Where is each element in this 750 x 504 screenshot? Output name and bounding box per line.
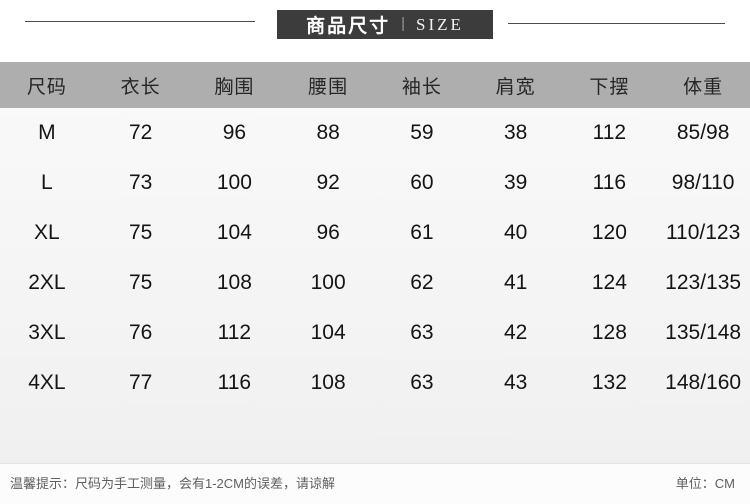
table-row: L 73 100 92 60 39 116 98/110 (0, 158, 750, 208)
table-cell: 41 (503, 271, 528, 294)
table-row: 2XL 75 108 100 62 41 124 123/135 (0, 258, 750, 308)
table-cell: 88 (316, 121, 340, 144)
measurement-disclaimer: 温馨提示：尺码为手工测量，会有1-2CM的误差，请谅解 (10, 475, 336, 491)
decorative-rule-left (25, 21, 255, 22)
table-cell: 96 (222, 121, 247, 144)
table-cell: 39 (503, 171, 528, 194)
table-row: 4XL 77 116 108 63 43 132 148/160 (0, 358, 750, 408)
table-cell: 75 (128, 221, 153, 244)
table-cell: 76 (128, 321, 153, 344)
col-header-shoulder: 肩宽 (495, 76, 536, 98)
table-cell: 120 (591, 221, 627, 244)
table-cell: 62 (410, 271, 434, 294)
decorative-rule-right (508, 23, 725, 24)
size-table: 尺码 衣长 胸围 腰围 袖长 肩宽 下摆 体重 M 72 96 88 59 38… (0, 62, 750, 463)
title-divider: | (401, 15, 406, 32)
table-row: M 72 96 88 59 38 112 85/98 (0, 108, 750, 158)
table-cell: 123/135 (665, 271, 742, 294)
table-cell: 3XL (28, 321, 66, 344)
col-header-hem: 下摆 (589, 76, 630, 98)
table-cell: 98/110 (671, 171, 735, 194)
table-cell: 128 (591, 321, 627, 344)
table-cell: 61 (410, 221, 434, 244)
table-cell: 75 (128, 271, 153, 294)
table-cell: 100 (216, 171, 252, 194)
section-title-box: 商品尺寸 | SIZE (277, 10, 493, 39)
unit-label: 单位：CM (675, 475, 735, 491)
table-cell: 43 (503, 371, 528, 394)
table-cell: 100 (310, 271, 346, 294)
table-cell: 112 (217, 321, 252, 344)
col-header-weight: 体重 (683, 76, 724, 98)
table-cell: 40 (503, 221, 528, 244)
table-cell: 132 (591, 371, 627, 394)
table-cell: 2XL (28, 271, 66, 294)
footer-note-bar: 温馨提示：尺码为手工测量，会有1-2CM的误差，请谅解 单位：CM (0, 463, 750, 504)
table-cell: L (41, 171, 53, 194)
col-header-bust: 胸围 (214, 76, 255, 98)
table-cell: 108 (216, 271, 252, 294)
table-cell: 148/160 (665, 371, 742, 394)
table-header-row: 尺码 衣长 胸围 腰围 袖长 肩宽 下摆 体重 (0, 62, 750, 108)
table-cell: 96 (316, 221, 340, 244)
table-cell: 63 (410, 321, 434, 344)
table-cell: 92 (316, 171, 340, 194)
table-cell: 42 (503, 321, 528, 344)
table-cell: 60 (410, 171, 434, 194)
table-cell: 110/123 (665, 221, 741, 244)
table-cell: 4XL (28, 371, 66, 394)
table-cell: 104 (310, 321, 346, 344)
table-cell: M (38, 121, 56, 144)
table-cell: 38 (503, 121, 528, 144)
table-cell: 135/148 (665, 321, 742, 344)
table-cell: 77 (128, 371, 153, 394)
col-header-size: 尺码 (26, 76, 67, 98)
table-row: 3XL 76 112 104 63 42 128 135/148 (0, 308, 750, 358)
size-chart-header: 商品尺寸 | SIZE (0, 0, 750, 62)
col-header-sleeve: 袖长 (401, 76, 442, 98)
table-cell: 63 (410, 371, 434, 394)
col-header-length: 衣长 (120, 76, 161, 98)
table-row: XL 75 104 96 61 40 120 110/123 (0, 208, 750, 258)
section-title-cn: 商品尺寸 (306, 16, 391, 37)
table-cell: 104 (216, 221, 252, 244)
table-cell: 72 (128, 121, 153, 144)
table-cell: 116 (217, 371, 252, 394)
table-cell: 112 (592, 121, 627, 144)
table-cell: 116 (592, 171, 627, 194)
table-cell: 73 (128, 171, 153, 194)
table-cell: 85/98 (676, 121, 730, 144)
table-cell: 124 (591, 271, 627, 294)
col-header-waist: 腰围 (308, 76, 349, 98)
table-cell: 108 (310, 371, 346, 394)
table-cell: 59 (410, 121, 434, 144)
table-cell: XL (34, 221, 60, 244)
section-title-en: SIZE (416, 14, 464, 34)
